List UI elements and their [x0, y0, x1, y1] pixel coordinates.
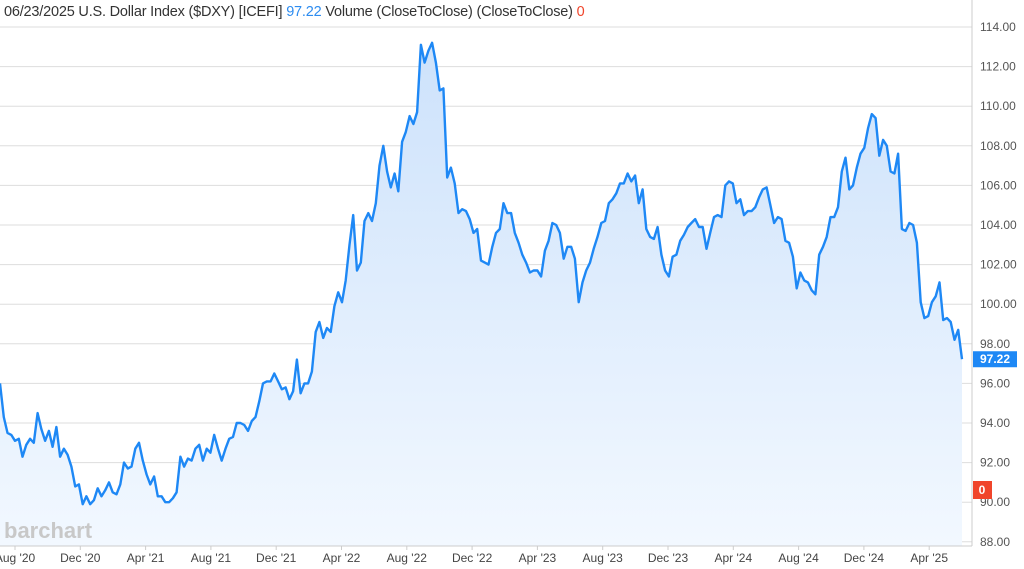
y-tick-label: 114.00 — [980, 20, 1016, 34]
x-tick-label: Aug '20 — [0, 551, 35, 565]
x-tick-label: Aug '21 — [191, 551, 232, 565]
x-tick-label: Apr '21 — [127, 551, 165, 565]
last-price-tag: 97.22 — [973, 351, 1017, 368]
x-tick-label: Apr '25 — [910, 551, 948, 565]
x-tick-label: Apr '22 — [323, 551, 361, 565]
x-tick-label: Dec '20 — [60, 551, 101, 565]
x-tick-label: Dec '23 — [648, 551, 689, 565]
volume-tag-label: 0 — [979, 483, 986, 497]
header-symbol-name: U.S. Dollar Index ($DXY) [ICEFI] — [78, 4, 283, 20]
chart-header: 06/23/2025 U.S. Dollar Index ($DXY) [ICE… — [4, 4, 585, 20]
y-tick-label: 110.00 — [980, 99, 1016, 113]
header-volume-value: 0 — [576, 4, 585, 20]
y-tick-label: 104.00 — [980, 218, 1017, 232]
x-tick-label: Dec '22 — [452, 551, 493, 565]
y-tick-label: 102.00 — [980, 258, 1017, 272]
x-tick-label: Aug '24 — [778, 551, 819, 565]
y-tick-label: 94.00 — [980, 416, 1010, 430]
header-date: 06/23/2025 — [4, 4, 75, 20]
y-tick-label: 100.00 — [980, 297, 1017, 311]
last-price-tag-label: 97.22 — [980, 352, 1010, 366]
header-study-label: Volume (CloseToClose) (CloseToClose) — [325, 4, 573, 20]
header-last-price: 97.22 — [286, 4, 322, 20]
y-tick-label: 112.00 — [980, 60, 1016, 74]
price-area-fill — [0, 42, 962, 547]
volume-tag: 0 — [973, 481, 992, 499]
y-tick-label: 96.00 — [980, 376, 1010, 390]
y-tick-label: 108.00 — [980, 139, 1017, 153]
y-tick-label: 88.00 — [980, 535, 1010, 549]
x-tick-label: Dec '24 — [844, 551, 885, 565]
x-tick-label: Apr '24 — [714, 551, 752, 565]
y-tick-label: 106.00 — [980, 178, 1017, 192]
y-tick-label: 98.00 — [980, 337, 1010, 351]
x-tick-label: Apr '23 — [519, 551, 557, 565]
x-tick-label: Dec '21 — [256, 551, 297, 565]
barchart-watermark: barchart — [4, 518, 93, 543]
x-tick-label: Aug '22 — [387, 551, 428, 565]
price-line — [0, 41, 964, 506]
y-tick-label: 92.00 — [980, 456, 1010, 470]
x-tick-label: Aug '23 — [583, 551, 624, 565]
